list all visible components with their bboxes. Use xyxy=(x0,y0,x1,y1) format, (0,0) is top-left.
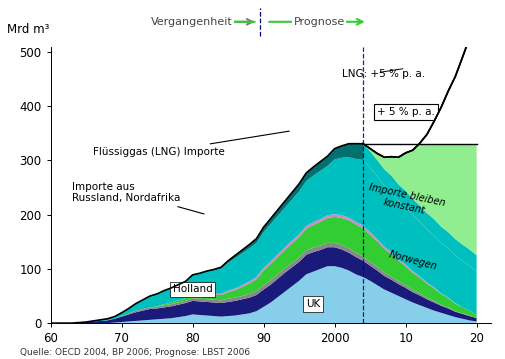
Text: Importe aus
Russland, Nordafrika: Importe aus Russland, Nordafrika xyxy=(72,182,204,214)
Text: Vergangenheit: Vergangenheit xyxy=(150,17,232,27)
Text: Jahr: Jahr xyxy=(503,351,505,359)
Text: Norwegen: Norwegen xyxy=(387,250,437,272)
Text: Quelle: OECD 2004, BP 2006; Prognose: LBST 2006: Quelle: OECD 2004, BP 2006; Prognose: LB… xyxy=(20,348,250,357)
Text: Flüssiggas (LNG) Importe: Flüssiggas (LNG) Importe xyxy=(93,131,289,157)
Text: Prognose: Prognose xyxy=(293,17,344,27)
Text: LNG: +5 % p. a.: LNG: +5 % p. a. xyxy=(341,69,424,79)
Text: Holland: Holland xyxy=(172,284,212,294)
Text: Mrd m³: Mrd m³ xyxy=(7,23,49,36)
Text: + 5 % p. a.: + 5 % p. a. xyxy=(376,107,434,117)
Text: Importe bleiben
konstant: Importe bleiben konstant xyxy=(365,182,445,220)
Text: UK: UK xyxy=(306,299,320,309)
